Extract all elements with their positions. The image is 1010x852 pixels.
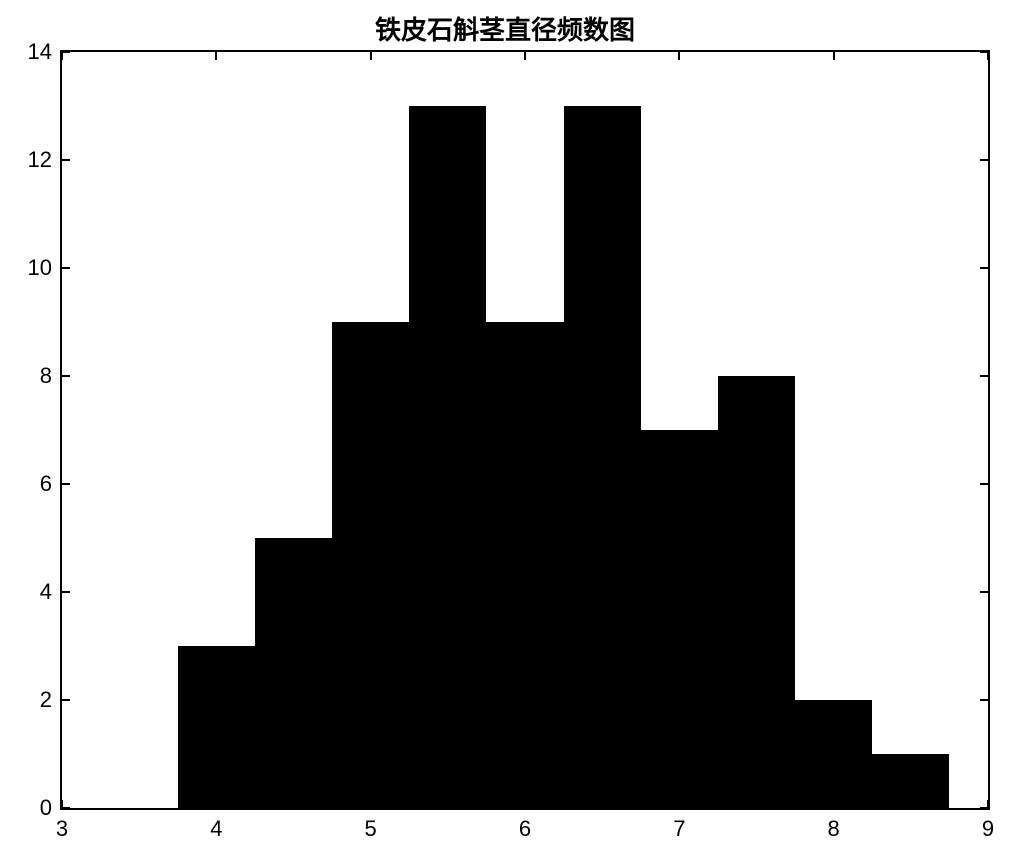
histogram-bar xyxy=(872,754,949,808)
y-tick-mark xyxy=(980,483,988,485)
y-tick-label: 0 xyxy=(40,795,52,821)
x-tick-mark xyxy=(833,52,835,60)
y-tick-label: 6 xyxy=(40,471,52,497)
y-tick-mark xyxy=(980,159,988,161)
y-tick-mark xyxy=(62,699,70,701)
x-tick-label: 7 xyxy=(673,816,685,842)
y-tick-label: 14 xyxy=(28,39,52,65)
histogram-bar xyxy=(486,322,563,808)
x-tick-mark xyxy=(215,52,217,60)
y-tick-mark xyxy=(62,267,70,269)
histogram-bar xyxy=(564,106,641,808)
x-tick-mark xyxy=(370,52,372,60)
x-tick-label: 8 xyxy=(828,816,840,842)
histogram-bar xyxy=(795,700,872,808)
y-tick-label: 8 xyxy=(40,363,52,389)
histogram-bar xyxy=(409,106,486,808)
histogram-bar xyxy=(641,430,718,808)
x-tick-label: 5 xyxy=(365,816,377,842)
x-tick-mark xyxy=(833,800,835,808)
y-tick-label: 10 xyxy=(28,255,52,281)
x-tick-mark xyxy=(215,800,217,808)
y-tick-mark xyxy=(62,591,70,593)
y-tick-mark xyxy=(980,267,988,269)
y-tick-mark xyxy=(980,807,988,809)
x-tick-mark xyxy=(61,52,63,60)
x-tick-mark xyxy=(678,52,680,60)
x-tick-mark xyxy=(524,800,526,808)
x-tick-label: 6 xyxy=(519,816,531,842)
y-tick-mark xyxy=(62,807,70,809)
y-tick-label: 4 xyxy=(40,579,52,605)
x-tick-label: 9 xyxy=(982,816,994,842)
y-tick-mark xyxy=(980,51,988,53)
x-tick-mark xyxy=(524,52,526,60)
x-tick-label: 3 xyxy=(56,816,68,842)
y-tick-mark xyxy=(980,591,988,593)
y-tick-mark xyxy=(62,483,70,485)
y-tick-mark xyxy=(980,375,988,377)
y-tick-mark xyxy=(62,375,70,377)
x-tick-mark xyxy=(987,52,989,60)
x-tick-mark xyxy=(678,800,680,808)
histogram-bar xyxy=(332,322,409,808)
figure-container: 铁皮石斛茎直径频数图 3 4 5 6 7 8 9 0 2 4 6 8 10 12 14 xyxy=(0,0,1010,852)
histogram-bar xyxy=(178,646,255,808)
histogram-bar xyxy=(255,538,332,808)
y-tick-mark xyxy=(62,51,70,53)
plot-area xyxy=(60,50,990,810)
y-tick-mark xyxy=(62,159,70,161)
histogram-bar xyxy=(718,376,795,808)
y-tick-label: 12 xyxy=(28,147,52,173)
chart-title: 铁皮石斛茎直径频数图 xyxy=(0,10,1010,47)
y-tick-label: 2 xyxy=(40,687,52,713)
x-tick-label: 4 xyxy=(210,816,222,842)
y-tick-mark xyxy=(980,699,988,701)
x-tick-mark xyxy=(370,800,372,808)
